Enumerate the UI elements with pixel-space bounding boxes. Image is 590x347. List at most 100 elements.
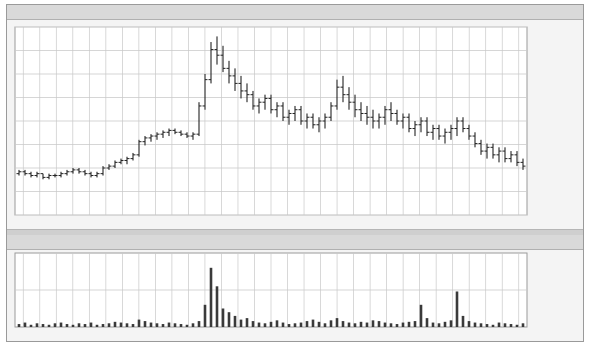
ohlc-bar	[478, 139, 484, 155]
volume-bar	[77, 323, 81, 327]
volume-bar	[179, 324, 183, 327]
volume-bar	[251, 321, 255, 327]
volume-bar	[425, 318, 429, 327]
volume-chart[interactable]	[7, 249, 583, 341]
volume-bar	[191, 323, 195, 327]
volume-bar	[47, 324, 51, 327]
ohlc-bar	[136, 139, 142, 157]
ohlc-bar	[436, 124, 442, 140]
volume-title-bar	[7, 235, 583, 250]
volume-bar	[299, 322, 303, 327]
ohlc-bar	[394, 109, 400, 125]
ohlc-bar	[496, 147, 502, 163]
ohlc-bar	[256, 98, 262, 114]
ohlc-bar	[412, 121, 418, 137]
volume-bar	[479, 323, 483, 327]
volume-bar	[431, 322, 435, 327]
ohlc-bar	[82, 169, 88, 176]
ohlc-bar	[460, 117, 466, 133]
volume-bar	[461, 315, 465, 327]
volume-bar	[257, 322, 261, 327]
ohlc-bar	[466, 124, 472, 140]
ohlc-bar	[184, 132, 190, 138]
ohlc-bar	[274, 102, 280, 118]
ohlc-bar	[514, 151, 520, 167]
volume-bar	[137, 319, 141, 327]
volume-bar	[119, 322, 123, 327]
ohlc-bar	[376, 113, 382, 129]
volume-bar	[71, 324, 75, 327]
ohlc-bar	[358, 102, 364, 121]
ohlc-bar	[490, 143, 496, 159]
ohlc-bar	[502, 147, 508, 163]
volume-bar	[455, 291, 459, 327]
volume-bar	[143, 321, 147, 327]
ohlc-bar	[244, 83, 250, 103]
ohlc-bar	[52, 173, 58, 178]
ohlc-bar	[484, 143, 490, 159]
ohlc-bar	[430, 124, 436, 140]
volume-bar	[383, 322, 387, 327]
ohlc-bar	[370, 109, 376, 129]
ohlc-bar	[406, 113, 412, 133]
volume-bar	[449, 320, 453, 327]
ohlc-bar	[40, 173, 46, 180]
volume-bar	[311, 319, 315, 327]
volume-bar	[503, 323, 507, 327]
ohlc-bar	[196, 102, 202, 137]
volume-bar	[395, 324, 399, 327]
ohlc-bar	[268, 94, 274, 114]
volume-bar	[521, 323, 525, 327]
ohlc-bar	[442, 128, 448, 144]
volume-bar	[83, 324, 87, 327]
volume-bar	[473, 322, 477, 327]
ohlc-bar	[232, 68, 238, 91]
ohlc-bar	[418, 117, 424, 133]
volume-bar	[95, 324, 99, 327]
volume-bar	[197, 321, 201, 327]
volume-bar	[509, 324, 513, 327]
ohlc-bar	[166, 128, 172, 137]
ohlc-bar	[178, 130, 184, 137]
ohlc-bar	[28, 171, 34, 178]
ohlc-bar	[208, 42, 214, 84]
ohlc-bar	[520, 158, 526, 170]
volume-bar	[239, 319, 243, 327]
volume-bar	[17, 324, 21, 327]
volume-bar	[443, 321, 447, 327]
ohlc-bar	[118, 158, 124, 165]
volume-bar	[365, 322, 369, 327]
ohlc-bar	[76, 168, 82, 174]
volume-bar	[149, 322, 153, 327]
ohlc-bar	[400, 113, 406, 129]
volume-bar	[413, 321, 417, 327]
chart-window	[6, 4, 584, 342]
volume-bar	[347, 322, 351, 327]
ohlc-bar	[106, 164, 112, 170]
volume-bar	[281, 322, 285, 327]
volume-bar	[245, 318, 249, 327]
volume-bar	[131, 324, 135, 327]
ohlc-bar	[346, 87, 352, 110]
volume-bar	[467, 321, 471, 327]
volume-bar	[203, 304, 207, 327]
volume-bar	[353, 323, 357, 327]
volume-bar	[401, 322, 405, 327]
volume-bar	[437, 323, 441, 327]
ohlc-bar	[322, 113, 328, 129]
volume-bar	[113, 321, 117, 327]
ohlc-bar	[352, 94, 358, 118]
volume-bar	[101, 324, 105, 327]
volume-bar	[287, 324, 291, 327]
ohlc-bar	[364, 105, 370, 125]
volume-bar	[59, 322, 63, 327]
ohlc-bar	[286, 109, 292, 125]
ohlc-bar	[280, 102, 286, 121]
ohlc-bar	[172, 128, 178, 135]
price-bars	[16, 36, 526, 180]
ohlc-bar	[112, 160, 118, 168]
ohlc-bar	[448, 124, 454, 140]
price-chart[interactable]	[7, 19, 583, 229]
volume-bar	[269, 321, 273, 327]
ohlc-bar	[214, 36, 220, 65]
